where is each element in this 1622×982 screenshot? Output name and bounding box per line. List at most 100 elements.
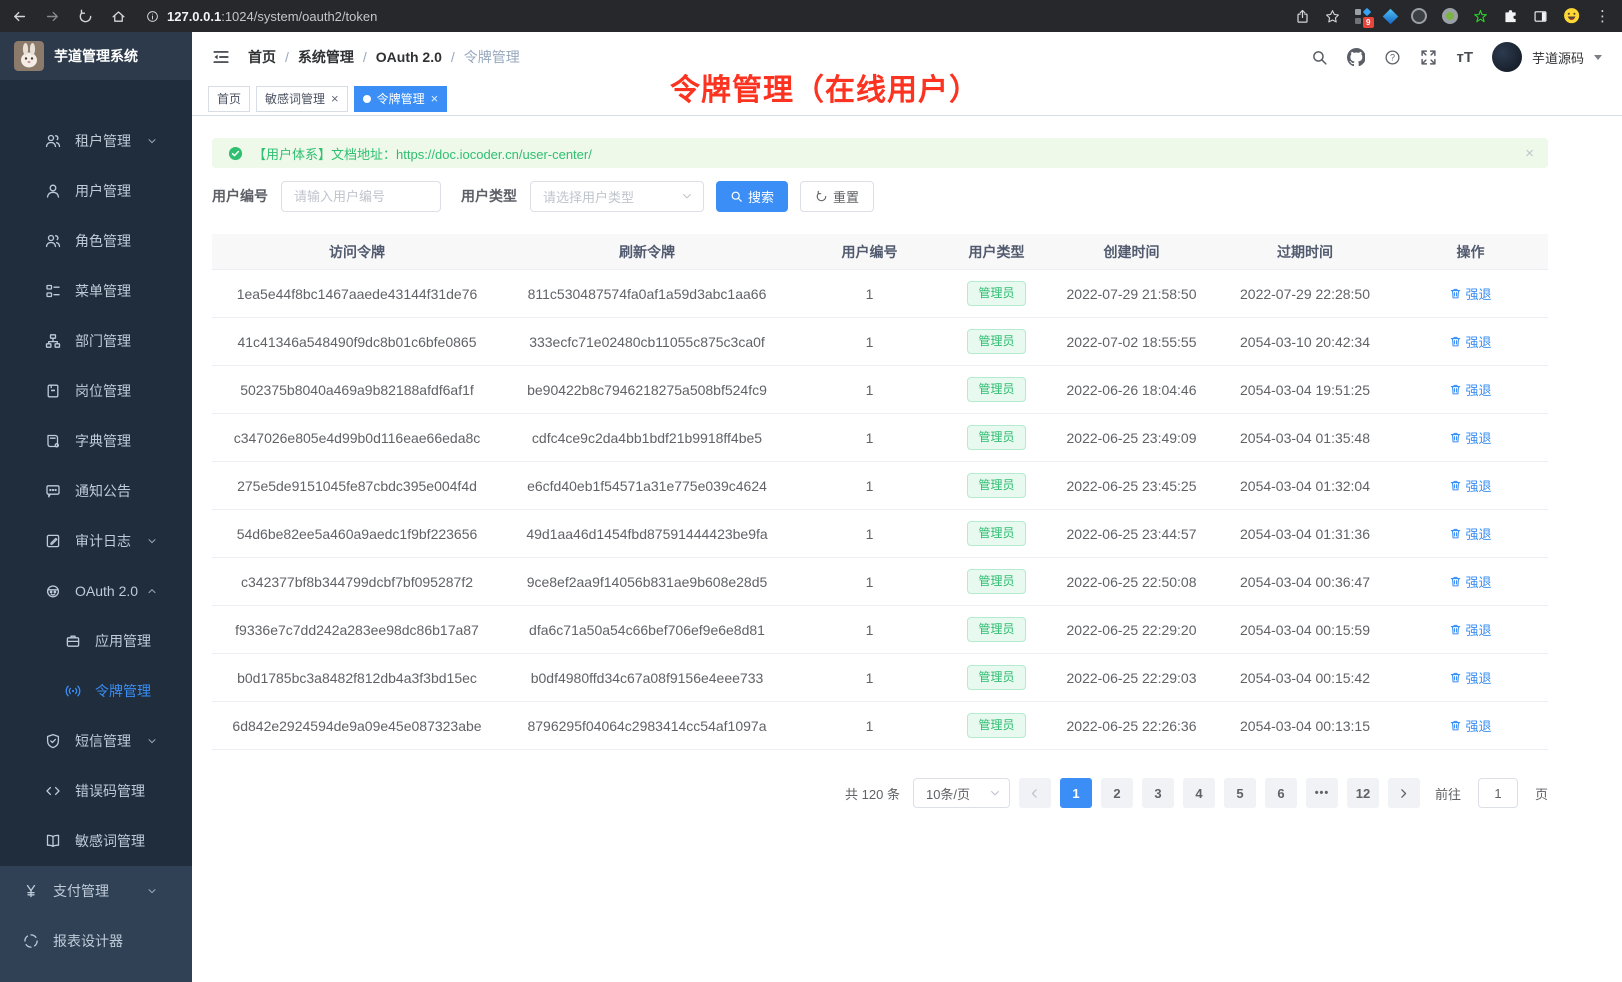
page-button[interactable]: 5 <box>1223 778 1256 808</box>
breadcrumb-item[interactable]: OAuth 2.0 <box>375 49 442 65</box>
close-icon[interactable]: × <box>331 91 339 106</box>
sidebar-item[interactable]: 短信管理 <box>0 716 192 766</box>
extension-circle-icon[interactable] <box>1410 8 1427 24</box>
sidebar-item[interactable]: 令牌管理 <box>0 666 192 716</box>
sidebar-item[interactable]: 报表设计器 <box>0 916 192 966</box>
force-logout-button[interactable]: 强退 <box>1449 284 1492 303</box>
force-logout-button[interactable]: 强退 <box>1449 332 1492 351</box>
page-button[interactable]: 4 <box>1182 778 1215 808</box>
sidebar-item[interactable]: 菜单管理 <box>0 266 192 316</box>
prev-page-button[interactable] <box>1018 778 1051 808</box>
breadcrumb: 首页 / 系统管理 / OAuth 2.0 / 令牌管理 <box>248 47 520 67</box>
url-bar[interactable]: 127.0.0.1:1024/system/oauth2/token <box>146 9 1295 24</box>
force-logout-button[interactable]: 强退 <box>1449 428 1492 447</box>
collapse-sidebar-icon[interactable] <box>212 48 230 66</box>
tags-bar: 首页 敏感词管理 × 令牌管理 × <box>192 82 1622 116</box>
cell-access-token: b0d1785bc3a8482f812db4a3f3bd15ec <box>237 669 477 686</box>
extension-green-dot-icon[interactable] <box>1441 8 1458 24</box>
page-button[interactable]: 1 <box>1059 778 1092 808</box>
user-type-select[interactable]: 请选择用户类型 <box>530 180 704 212</box>
tab-item[interactable]: 敏感词管理 × <box>256 85 348 112</box>
back-icon[interactable] <box>12 9 27 24</box>
browser-menu-icon[interactable]: ⋮ <box>1595 8 1610 25</box>
sidebar-item[interactable]: 敏感词管理 <box>0 816 192 866</box>
search-button[interactable]: 搜索 <box>716 180 789 212</box>
cell-user-id: 1 <box>865 429 874 446</box>
logo-bar[interactable]: 芋道管理系统 <box>0 32 192 80</box>
bookmark-star-icon[interactable] <box>1325 9 1340 24</box>
force-logout-button[interactable]: 强退 <box>1449 572 1492 591</box>
more-pages[interactable]: ••• <box>1305 778 1338 808</box>
sidebar-item-label: 敏感词管理 <box>75 833 145 849</box>
font-size-icon[interactable]: тT <box>1456 48 1473 66</box>
column-header: 访问令牌 <box>329 243 385 260</box>
sidebar-item-label: 错误码管理 <box>75 783 145 799</box>
force-logout-button[interactable]: 强退 <box>1449 668 1492 687</box>
alert-close-icon[interactable]: × <box>1525 144 1534 162</box>
alert-text: 【用户体系】文档地址： <box>253 146 397 162</box>
sidebar-item[interactable]: 岗位管理 <box>0 366 192 416</box>
force-logout-button[interactable]: 强退 <box>1449 476 1492 495</box>
sidebar-root-menu: 支付管理报表设计器 <box>0 866 192 982</box>
forward-icon[interactable] <box>45 9 60 24</box>
sidebar-item[interactable]: 角色管理 <box>0 216 192 266</box>
extension-puzzle-icon[interactable] <box>1503 9 1518 24</box>
sidebar-item[interactable]: 通知公告 <box>0 466 192 516</box>
table-body: 1ea5e44f8bc1467aaede43144f31de76 811c5304… <box>212 270 1548 750</box>
goto-page-input[interactable] <box>1477 778 1518 808</box>
force-logout-button[interactable]: 强退 <box>1449 716 1492 735</box>
sidebar-item[interactable]: 用户管理 <box>0 166 192 216</box>
breadcrumb-item[interactable]: 首页 <box>248 49 276 65</box>
column-header: 创建时间 <box>1103 243 1160 260</box>
reload-icon[interactable] <box>78 9 93 24</box>
sidebar-item[interactable]: 错误码管理 <box>0 766 192 816</box>
extension-star-icon[interactable] <box>1473 9 1488 24</box>
profile-emoji-icon[interactable] <box>1563 7 1580 24</box>
home-icon[interactable] <box>111 9 126 24</box>
page-size-select[interactable]: 10条/页 <box>912 778 1010 808</box>
page-button[interactable]: 12 <box>1346 778 1379 808</box>
badge-icon <box>44 383 62 399</box>
sidebar-item[interactable]: 审计日志 <box>0 516 192 566</box>
user-name[interactable]: 芋道源码 <box>1531 50 1584 66</box>
alert-doc-link[interactable]: https://doc.iocoder.cn/user-center/ <box>396 146 592 162</box>
side-panel-icon[interactable] <box>1533 9 1548 24</box>
sidebar-item-label: 支付管理 <box>53 883 109 899</box>
extension-grid-icon[interactable]: 9 <box>1354 7 1374 28</box>
sidebar-item[interactable]: 应用管理 <box>0 616 192 666</box>
goto-unit: 页 <box>1534 786 1548 802</box>
active-dot <box>362 94 371 103</box>
trash-icon <box>1449 719 1462 732</box>
sidebar-item-label: OAuth 2.0 <box>75 583 139 599</box>
user-avatar[interactable] <box>1491 42 1522 72</box>
cell-user-type: 管理员 <box>947 376 1046 403</box>
sidebar-item[interactable]: 支付管理 <box>0 866 192 916</box>
force-logout-button[interactable]: 强退 <box>1449 620 1492 639</box>
tab-item[interactable]: 首页 <box>208 85 251 112</box>
sidebar-item[interactable]: OAuth 2.0 <box>0 566 192 616</box>
next-page-button[interactable] <box>1387 778 1420 808</box>
github-icon[interactable] <box>1346 47 1366 67</box>
user-id-input[interactable] <box>281 180 441 212</box>
force-logout-button[interactable]: 强退 <box>1449 380 1492 399</box>
share-icon[interactable] <box>1295 9 1310 24</box>
fullscreen-icon[interactable] <box>1420 49 1437 66</box>
page-button[interactable]: 3 <box>1141 778 1174 808</box>
tab-item[interactable]: 令牌管理 × <box>353 85 448 112</box>
breadcrumb-item[interactable]: 系统管理 <box>297 49 354 65</box>
caret-down-icon[interactable] <box>1594 54 1602 60</box>
reset-button[interactable]: 重置 <box>800 180 875 212</box>
cell-refresh-token: 811c530487574fa0af1a59d3abc1aa66 <box>527 285 767 302</box>
sidebar-item[interactable]: 租户管理 <box>0 116 192 166</box>
info-icon[interactable] <box>146 10 159 23</box>
help-icon[interactable]: ? <box>1384 49 1401 66</box>
close-icon[interactable]: × <box>430 91 439 106</box>
extension-diamond-icon[interactable] <box>1382 8 1399 24</box>
user-type-badge: 管理员 <box>967 712 1026 739</box>
page-button[interactable]: 2 <box>1100 778 1133 808</box>
force-logout-button[interactable]: 强退 <box>1449 524 1492 543</box>
sidebar-item[interactable]: 部门管理 <box>0 316 192 366</box>
page-button[interactable]: 6 <box>1264 778 1297 808</box>
sidebar-item[interactable]: 字典管理 <box>0 416 192 466</box>
search-icon[interactable] <box>1311 49 1328 66</box>
